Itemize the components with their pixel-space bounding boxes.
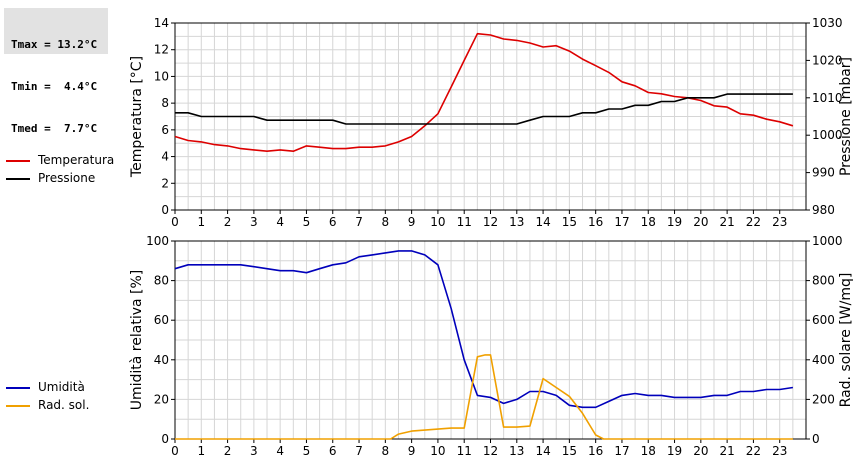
x-tick-label: 11 <box>457 215 472 229</box>
y-left-tick-label: 0 <box>161 432 169 446</box>
legend-label-umidita: Umidità <box>38 380 85 394</box>
x-tick-label: 12 <box>483 444 498 458</box>
y-left-tick-label: 80 <box>154 274 169 288</box>
y-left-axis-title: Umidità relativa [%] <box>129 270 145 411</box>
x-tick-label: 8 <box>382 215 390 229</box>
y-left-tick-label: 60 <box>154 313 169 327</box>
x-tick-label: 2 <box>224 215 232 229</box>
x-tick-label: 23 <box>772 444 787 458</box>
x-tick-label: 3 <box>250 444 258 458</box>
y-left-tick-label: 14 <box>154 16 169 30</box>
x-tick-label: 2 <box>224 444 232 458</box>
x-tick-label: 1 <box>197 215 205 229</box>
y-left-tick-label: 8 <box>161 96 169 110</box>
stats-tmin: Tmin = 4.4°C <box>11 80 98 93</box>
x-tick-label: 18 <box>641 215 656 229</box>
stats-tmax: Tmax = 13.2°C <box>11 38 98 51</box>
x-tick-label: 16 <box>588 215 603 229</box>
x-tick-label: 1 <box>197 444 205 458</box>
chart-panel-2: 0 1 2 3 4 5 6 7 8 9 10 11 12 13 14 15 16 17 18 19 20 21 22 2302… <box>129 234 854 458</box>
legend-swatch-pressione <box>6 178 30 180</box>
x-tick-label: 12 <box>483 215 498 229</box>
x-tick-label: 9 <box>408 215 416 229</box>
x-tick-label: 6 <box>329 444 337 458</box>
legend-swatch-umidita <box>6 387 30 389</box>
y-left-axis-title: Temperatura [°C] <box>129 56 145 178</box>
y-left-tick-label: 4 <box>161 150 169 164</box>
x-tick-label: 22 <box>746 444 761 458</box>
y-right-tick-label: 1030 <box>812 16 843 30</box>
legend-label-pressione: Pressione <box>38 171 96 185</box>
x-tick-label: 17 <box>614 215 629 229</box>
x-tick-label: 4 <box>276 215 284 229</box>
stats-box: Tmax = 13.2°C Tmin = 4.4°C Tmed = 7.7°C <box>4 8 108 135</box>
x-tick-label: 21 <box>719 215 734 229</box>
legend-label-temperatura: Temperatura <box>38 153 115 167</box>
x-tick-label: 14 <box>535 444 550 458</box>
stats-tmed: Tmed = 7.7°C <box>11 122 98 135</box>
x-tick-label: 6 <box>329 215 337 229</box>
series-line-rad-sol <box>175 354 793 440</box>
x-tick-label: 19 <box>667 215 682 229</box>
y-left-tick-label: 12 <box>154 43 169 57</box>
x-tick-label: 4 <box>276 444 284 458</box>
y-right-axis-title: Rad. solare [W/mq] <box>838 273 854 408</box>
x-tick-label: 7 <box>355 215 363 229</box>
y-left-tick-label: 100 <box>146 234 169 248</box>
legend-swatch-rad-sol <box>6 405 30 407</box>
legend-label-rad-sol: Rad. sol. <box>38 398 90 412</box>
chart-panel-1: 0 1 2 3 4 5 6 7 8 9 10 11 12 13 14 15 16 17 18 19 20 21 22 2302… <box>129 16 854 229</box>
y-right-tick-label: 980 <box>812 203 835 217</box>
y-right-tick-label: 400 <box>812 353 835 367</box>
x-tick-label: 14 <box>535 215 550 229</box>
x-tick-label: 13 <box>509 215 524 229</box>
x-tick-label: 3 <box>250 215 258 229</box>
x-tick-label: 23 <box>772 215 787 229</box>
x-tick-label: 0 <box>171 215 179 229</box>
y-left-tick-label: 6 <box>161 123 169 137</box>
x-tick-label: 5 <box>303 444 311 458</box>
x-tick-label: 15 <box>562 215 577 229</box>
y-left-tick-label: 10 <box>154 69 169 83</box>
x-tick-label: 11 <box>457 444 472 458</box>
y-right-tick-label: 1020 <box>812 53 843 67</box>
x-tick-label: 21 <box>719 444 734 458</box>
x-tick-label: 8 <box>382 444 390 458</box>
y-right-tick-label: 1000 <box>812 234 843 248</box>
x-tick-label: 7 <box>355 444 363 458</box>
x-tick-label: 9 <box>408 444 416 458</box>
y-left-tick-label: 0 <box>161 203 169 217</box>
x-tick-label: 5 <box>303 215 311 229</box>
x-tick-label: 18 <box>641 444 656 458</box>
x-tick-label: 0 <box>171 444 179 458</box>
x-tick-label: 15 <box>562 444 577 458</box>
series-line-pressione <box>175 93 793 125</box>
x-tick-label: 20 <box>693 215 708 229</box>
x-tick-label: 16 <box>588 444 603 458</box>
y-right-tick-label: 600 <box>812 313 835 327</box>
legend-swatch-temperatura <box>6 160 30 162</box>
y-right-tick-label: 200 <box>812 392 835 406</box>
y-right-axis-title: Pressione [mbar] <box>838 57 854 176</box>
y-right-tick-label: 1010 <box>812 91 843 105</box>
y-left-tick-label: 40 <box>154 353 169 367</box>
x-tick-label: 13 <box>509 444 524 458</box>
y-left-tick-label: 2 <box>161 176 169 190</box>
x-tick-label: 22 <box>746 215 761 229</box>
series-line-temperatura <box>174 32 794 152</box>
series-line-umidit <box>174 250 794 409</box>
y-right-tick-label: 800 <box>812 274 835 288</box>
x-tick-label: 10 <box>430 215 445 229</box>
x-tick-label: 10 <box>430 444 445 458</box>
x-tick-label: 19 <box>667 444 682 458</box>
x-tick-label: 17 <box>614 444 629 458</box>
y-right-tick-label: 990 <box>812 166 835 180</box>
y-left-tick-label: 20 <box>154 392 169 406</box>
y-right-tick-label: 0 <box>812 432 820 446</box>
x-tick-label: 20 <box>693 444 708 458</box>
y-right-tick-label: 1000 <box>812 128 843 142</box>
